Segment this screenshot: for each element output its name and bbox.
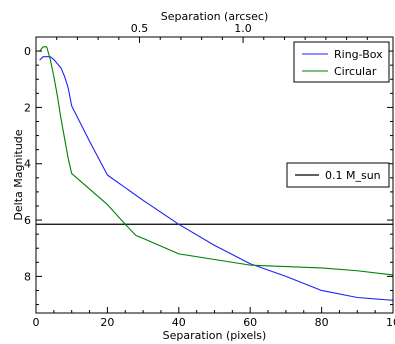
- x-tick-label: 20: [100, 316, 114, 329]
- series-line-circular: [39, 46, 394, 276]
- legend-label: Ring-Box: [334, 48, 383, 61]
- legend-threshold: 0.1 M_sun: [286, 162, 390, 188]
- legend-label: Circular: [334, 65, 377, 78]
- x-tick-label: 80: [315, 316, 329, 329]
- top-x-axis-label: Separation (arcsec): [161, 10, 269, 23]
- y-tick-label: 4: [24, 158, 31, 171]
- x-tick-label: 10: [386, 316, 395, 329]
- y-tick-label: 0: [24, 45, 31, 58]
- series-line-ring-box: [39, 56, 394, 301]
- legend-box: [293, 41, 390, 83]
- x-tick-label: 0: [33, 316, 40, 329]
- y-tick-label: 8: [24, 270, 31, 283]
- top-x-tick-label: 0.5: [131, 22, 149, 35]
- x-tick-label: 40: [172, 316, 186, 329]
- y-axis-label: Delta Magnitude: [12, 129, 25, 220]
- x-tick-label: 60: [243, 316, 257, 329]
- plot-area: 02040608010024680.51.0: [24, 22, 395, 329]
- y-tick-label: 6: [24, 214, 31, 227]
- legend-series: Ring-Box Circular: [293, 41, 390, 83]
- y-tick-label: 2: [24, 101, 31, 114]
- threshold-legend-label: 0.1 M_sun: [325, 169, 381, 182]
- top-x-tick-label: 1.0: [234, 22, 252, 35]
- x-axis-label: Separation (pixels): [163, 329, 267, 342]
